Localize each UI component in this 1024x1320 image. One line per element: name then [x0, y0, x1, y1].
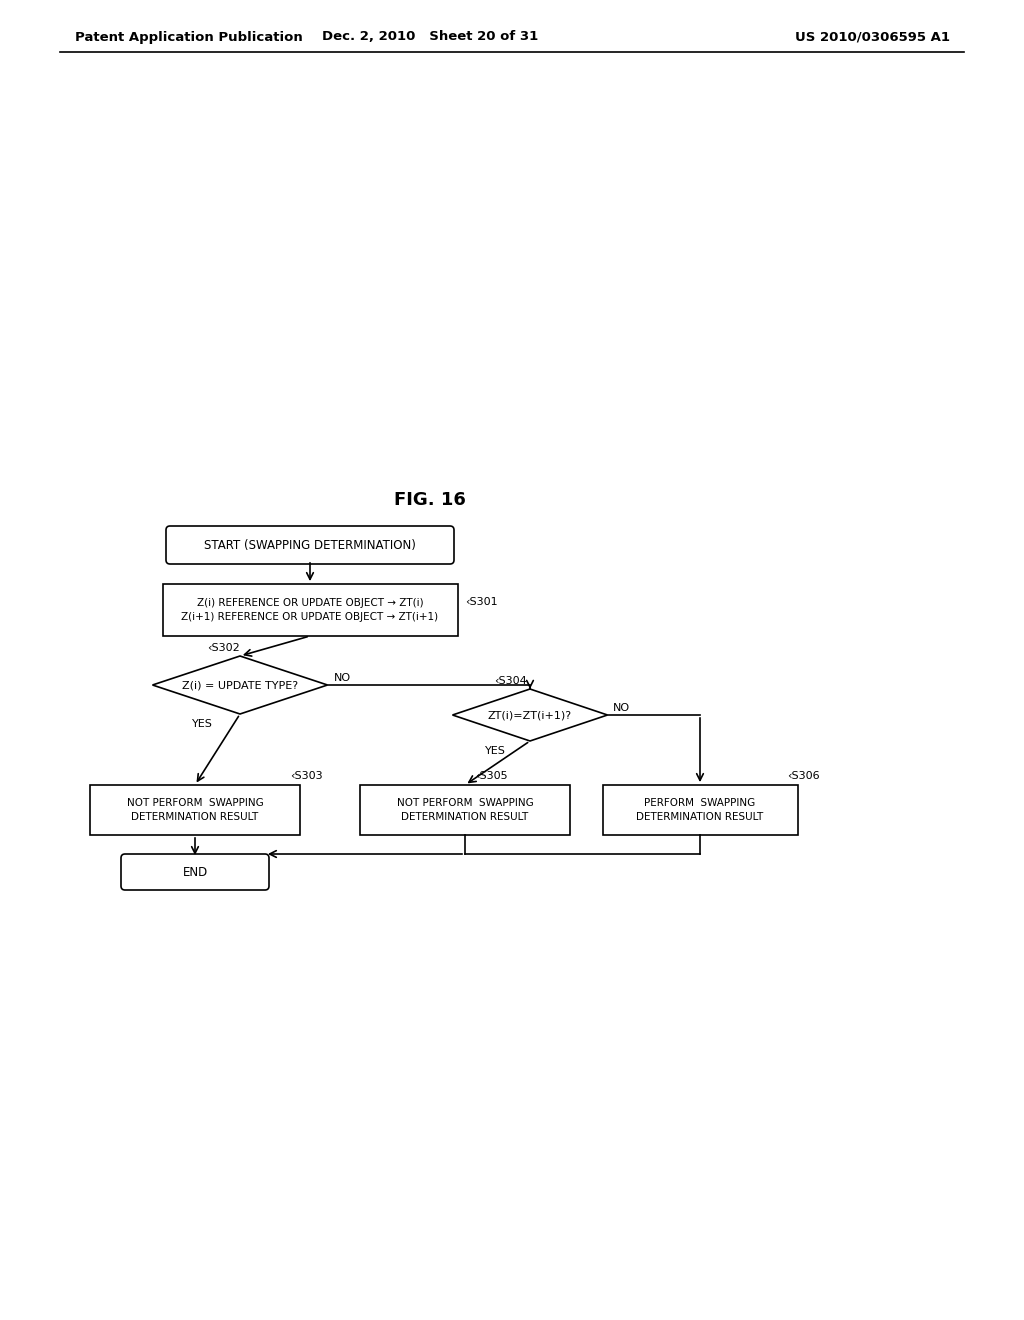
Bar — [602, 785, 798, 836]
Bar — [360, 785, 570, 836]
Text: ‹S303: ‹S303 — [290, 771, 323, 781]
Text: START (SWAPPING DETERMINATION): START (SWAPPING DETERMINATION) — [204, 539, 416, 552]
Text: NO: NO — [334, 673, 350, 682]
Text: ‹S306: ‹S306 — [787, 771, 820, 781]
Text: ‹S302: ‹S302 — [208, 643, 241, 653]
Text: ‹S305: ‹S305 — [475, 771, 508, 781]
Text: Z(i) REFERENCE OR UPDATE OBJECT → ZT(i)
Z(i+1) REFERENCE OR UPDATE OBJECT → ZT(i: Z(i) REFERENCE OR UPDATE OBJECT → ZT(i) … — [181, 598, 438, 622]
Text: YES: YES — [484, 746, 506, 756]
Bar — [90, 785, 300, 836]
Text: US 2010/0306595 A1: US 2010/0306595 A1 — [795, 30, 950, 44]
Text: Z(i) = UPDATE TYPE?: Z(i) = UPDATE TYPE? — [182, 680, 298, 690]
Text: ‹S301: ‹S301 — [466, 597, 498, 607]
Text: Dec. 2, 2010   Sheet 20 of 31: Dec. 2, 2010 Sheet 20 of 31 — [322, 30, 539, 44]
Polygon shape — [153, 656, 328, 714]
FancyBboxPatch shape — [121, 854, 269, 890]
Text: PERFORM  SWAPPING
DETERMINATION RESULT: PERFORM SWAPPING DETERMINATION RESULT — [636, 799, 764, 821]
Text: NO: NO — [612, 704, 630, 713]
Text: Patent Application Publication: Patent Application Publication — [75, 30, 303, 44]
Text: ‹S304: ‹S304 — [495, 676, 527, 686]
Polygon shape — [453, 689, 607, 741]
Bar — [163, 583, 458, 636]
Text: END: END — [182, 866, 208, 879]
Text: YES: YES — [191, 719, 212, 729]
FancyBboxPatch shape — [166, 525, 454, 564]
Text: ZT(i)=ZT(i+1)?: ZT(i)=ZT(i+1)? — [488, 710, 572, 719]
Text: NOT PERFORM  SWAPPING
DETERMINATION RESULT: NOT PERFORM SWAPPING DETERMINATION RESUL… — [127, 799, 263, 821]
Text: NOT PERFORM  SWAPPING
DETERMINATION RESULT: NOT PERFORM SWAPPING DETERMINATION RESUL… — [396, 799, 534, 821]
Text: FIG. 16: FIG. 16 — [394, 491, 466, 510]
